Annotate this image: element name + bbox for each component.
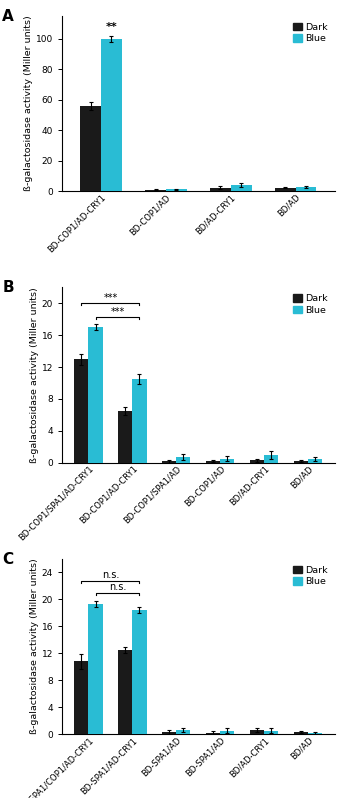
- Bar: [80, 106, 101, 192]
- Text: B: B: [2, 280, 14, 295]
- Bar: [294, 461, 308, 463]
- Text: A: A: [2, 9, 14, 24]
- Bar: [220, 459, 234, 463]
- Text: ***: ***: [104, 293, 118, 303]
- Bar: [162, 732, 176, 734]
- Bar: [176, 457, 190, 463]
- Text: n.s.: n.s.: [109, 582, 126, 592]
- Bar: [206, 733, 220, 734]
- Y-axis label: ß-galactosidase activity (Miller units): ß-galactosidase activity (Miller units): [30, 287, 39, 463]
- Bar: [88, 327, 102, 463]
- Bar: [118, 650, 132, 734]
- Bar: [75, 359, 88, 463]
- Bar: [220, 731, 234, 734]
- Bar: [166, 189, 187, 192]
- Bar: [145, 190, 166, 192]
- Text: **: **: [106, 22, 117, 32]
- Bar: [132, 379, 147, 463]
- Bar: [264, 455, 278, 463]
- Bar: [294, 732, 308, 734]
- Bar: [206, 461, 220, 463]
- Bar: [75, 662, 88, 734]
- Bar: [264, 731, 278, 734]
- Bar: [308, 733, 322, 734]
- Bar: [162, 461, 176, 463]
- Legend: Dark, Blue: Dark, Blue: [291, 21, 330, 45]
- Bar: [176, 730, 190, 734]
- Bar: [88, 604, 102, 734]
- Bar: [250, 460, 264, 463]
- Bar: [275, 188, 296, 192]
- Bar: [210, 188, 231, 192]
- Y-axis label: ß-galactosidase activity (Miller units): ß-galactosidase activity (Miller units): [24, 16, 33, 192]
- Legend: Dark, Blue: Dark, Blue: [291, 292, 330, 317]
- Bar: [250, 730, 264, 734]
- Text: C: C: [2, 552, 13, 567]
- Bar: [101, 39, 122, 192]
- Legend: Dark, Blue: Dark, Blue: [291, 563, 330, 588]
- Text: n.s.: n.s.: [102, 570, 119, 580]
- Bar: [308, 459, 322, 463]
- Bar: [231, 184, 252, 192]
- Text: ***: ***: [110, 306, 125, 317]
- Bar: [296, 188, 316, 192]
- Y-axis label: ß-galactosidase activity (Miller units): ß-galactosidase activity (Miller units): [30, 559, 39, 734]
- Bar: [132, 610, 147, 734]
- Bar: [118, 411, 132, 463]
